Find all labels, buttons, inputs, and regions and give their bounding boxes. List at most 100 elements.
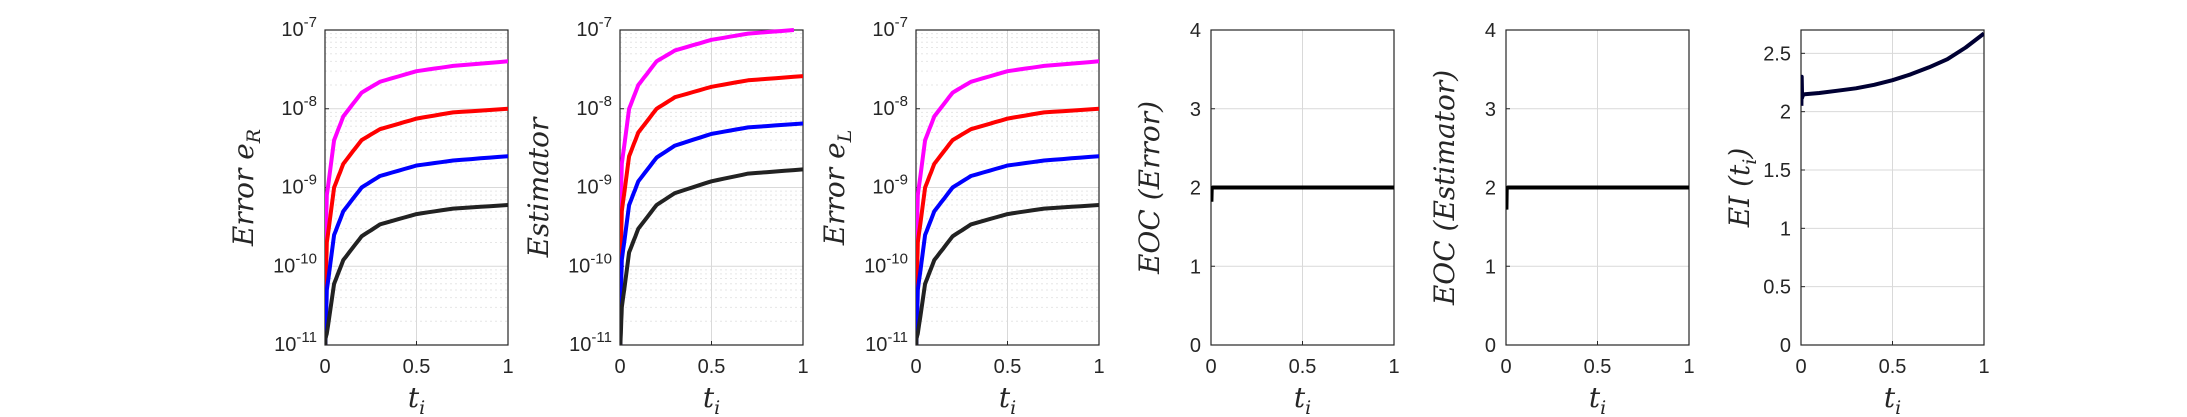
series-line-3 bbox=[325, 154, 508, 345]
x-axis-label-base: t bbox=[408, 381, 420, 414]
y-tick-label: 10-8 bbox=[872, 93, 908, 120]
x-tick-label: 0.5 bbox=[403, 356, 431, 378]
y-tick-label: 10-10 bbox=[864, 250, 908, 277]
y-tick-label: 10-11 bbox=[865, 329, 908, 356]
x-tick-label: 0.5 bbox=[1879, 356, 1907, 378]
y-axis-label: EI (ti) bbox=[1723, 148, 1761, 229]
y-tick-label: 0 bbox=[1190, 335, 1201, 357]
x-tick-label: 0 bbox=[1795, 356, 1806, 378]
y-axis-label-tail: ) bbox=[1723, 148, 1756, 160]
axes-frame bbox=[915, 29, 1100, 346]
y-tick-label: 2 bbox=[1485, 178, 1496, 200]
x-tick-label: 1 bbox=[502, 356, 513, 378]
y-tick-exponent: -7 bbox=[304, 14, 317, 31]
series-line-4 bbox=[620, 167, 803, 345]
y-tick-label: 2.5 bbox=[1763, 43, 1791, 65]
y-tick-label: 1 bbox=[1485, 256, 1496, 278]
series-line-1 bbox=[1506, 185, 1689, 210]
y-axis-label-sub: R bbox=[243, 129, 265, 144]
x-axis-label: ti bbox=[408, 381, 425, 417]
series-line-1 bbox=[620, 28, 795, 345]
y-tick-label: 0 bbox=[1780, 335, 1791, 357]
chart-panel-5: 0 0.5 1 0 1 2 3 4 ti EOC (Estimator) bbox=[1428, 20, 1695, 417]
y-tick-label: 10-11 bbox=[274, 329, 317, 356]
x-axis-label: ti bbox=[1294, 381, 1311, 417]
y-tick-exponent: -9 bbox=[895, 172, 908, 189]
y-axis-label-sub: i bbox=[1739, 159, 1761, 165]
series-line-2 bbox=[916, 106, 1099, 345]
x-axis-label: ti bbox=[1589, 381, 1606, 417]
y-tick-label: 2 bbox=[1780, 102, 1791, 124]
series-line-3 bbox=[620, 121, 803, 345]
y-tick-label: 10-9 bbox=[576, 172, 612, 199]
y-tick-label: 0.5 bbox=[1763, 277, 1791, 299]
x-tick-label: 0 bbox=[319, 356, 330, 378]
y-tick-exponent: -8 bbox=[304, 93, 317, 110]
y-tick-label: 10-10 bbox=[273, 250, 317, 277]
series-line-4 bbox=[916, 203, 1099, 345]
y-tick-label: 2 bbox=[1190, 178, 1201, 200]
y-axis-label: Estimator bbox=[522, 116, 555, 258]
x-tick-label: 1 bbox=[1978, 356, 1989, 378]
x-axis-label-base: t bbox=[703, 381, 715, 414]
axes-frame bbox=[324, 29, 509, 346]
series-line-3 bbox=[916, 154, 1099, 345]
y-tick-exponent: -7 bbox=[895, 14, 908, 31]
y-tick-exponent: -11 bbox=[591, 329, 612, 346]
y-tick-label: 10-10 bbox=[568, 250, 612, 277]
x-axis-label-sub: i bbox=[419, 397, 425, 417]
x-tick-label: 1 bbox=[1683, 356, 1694, 378]
y-tick-mantissa: 10 bbox=[281, 177, 303, 199]
y-tick-label: 4 bbox=[1190, 20, 1201, 42]
y-tick-label: 1 bbox=[1780, 218, 1791, 240]
series-line-1 bbox=[1801, 31, 1984, 106]
y-axis-label: EOC (Error) bbox=[1133, 101, 1166, 275]
y-tick-exponent: -9 bbox=[599, 172, 612, 189]
x-tick-label: 1 bbox=[1093, 356, 1104, 378]
y-axis-label: Error eL bbox=[818, 130, 856, 247]
y-tick-exponent: -10 bbox=[886, 250, 908, 267]
x-axis-label-base: t bbox=[1884, 381, 1896, 414]
x-axis-label-base: t bbox=[1589, 381, 1601, 414]
y-tick-exponent: -11 bbox=[296, 329, 317, 346]
x-tick-label: 0 bbox=[1500, 356, 1511, 378]
x-tick-label: 0.5 bbox=[1584, 356, 1612, 378]
y-tick-label: 1.5 bbox=[1763, 160, 1791, 182]
y-axis-label-base: Error e bbox=[227, 143, 260, 247]
y-axis-label: Error eR bbox=[227, 129, 265, 247]
series-line-1 bbox=[916, 59, 1099, 345]
x-tick-label: 0 bbox=[910, 356, 921, 378]
y-tick-exponent: -7 bbox=[599, 14, 612, 31]
y-tick-label: 10-9 bbox=[872, 172, 908, 199]
y-tick-mantissa: 10 bbox=[872, 19, 894, 41]
y-tick-mantissa: 10 bbox=[568, 255, 590, 277]
y-tick-exponent: -11 bbox=[887, 329, 908, 346]
y-axis-label-base: EOC (Estimator) bbox=[1428, 70, 1461, 306]
x-axis-label: ti bbox=[703, 381, 720, 417]
x-axis-label: ti bbox=[999, 381, 1016, 417]
y-axis-label: EOC (Estimator) bbox=[1428, 70, 1461, 306]
y-tick-mantissa: 10 bbox=[576, 19, 598, 41]
x-axis-label-base: t bbox=[999, 381, 1011, 414]
x-axis-label-sub: i bbox=[714, 397, 720, 417]
y-tick-mantissa: 10 bbox=[281, 98, 303, 120]
x-axis-label-sub: i bbox=[1305, 397, 1311, 417]
y-tick-exponent: -10 bbox=[295, 250, 317, 267]
y-tick-label: 10-8 bbox=[576, 93, 612, 120]
x-tick-label: 0.5 bbox=[1289, 356, 1317, 378]
y-tick-mantissa: 10 bbox=[872, 177, 894, 199]
y-tick-mantissa: 10 bbox=[274, 334, 296, 356]
y-tick-label: 3 bbox=[1485, 99, 1496, 121]
x-axis-label-sub: i bbox=[1010, 397, 1016, 417]
y-tick-mantissa: 10 bbox=[281, 19, 303, 41]
x-axis-label-base: t bbox=[1294, 381, 1306, 414]
y-tick-label: 4 bbox=[1485, 20, 1496, 42]
x-axis-label-sub: i bbox=[1895, 397, 1901, 417]
x-tick-label: 1 bbox=[1388, 356, 1399, 378]
series-line-1 bbox=[325, 59, 508, 345]
y-tick-exponent: -8 bbox=[895, 93, 908, 110]
y-axis-label-base: Estimator bbox=[522, 116, 555, 258]
